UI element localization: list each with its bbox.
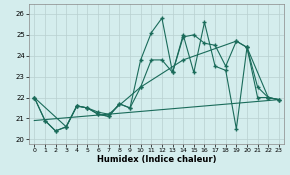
X-axis label: Humidex (Indice chaleur): Humidex (Indice chaleur)	[97, 155, 216, 164]
